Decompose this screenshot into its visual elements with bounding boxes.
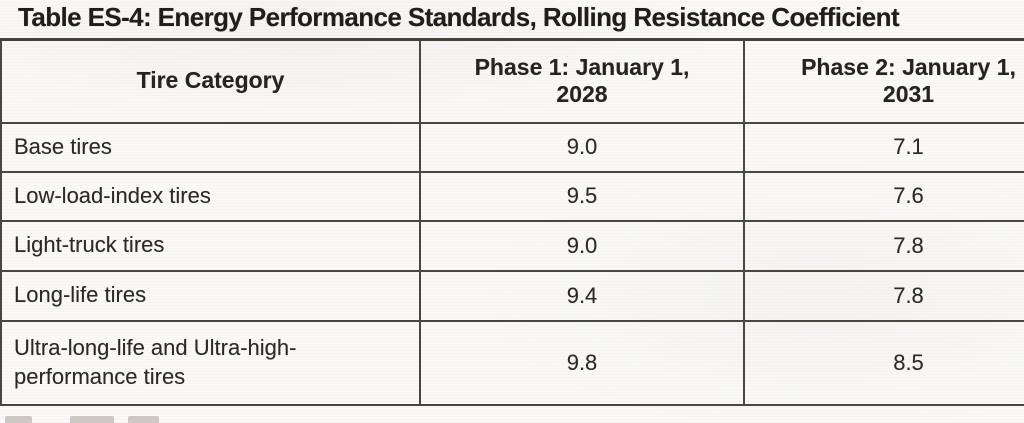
table-row: Base tires 9.0 7.1	[0, 121, 1024, 173]
cell-phase2-value: 7.8	[743, 219, 1024, 272]
header-cell-tire-category: Tire Category	[0, 38, 421, 124]
table-row: Low-load-index tires 9.5 7.6	[0, 170, 1024, 222]
table-row: Ultra-long-life and Ultra-high-performan…	[0, 319, 1024, 406]
cell-category: Light-truck tires	[0, 219, 421, 272]
header-label-line2: 2031	[882, 81, 935, 108]
rolling-resistance-table: Tire Category Phase 1: January 1, 2028 P…	[0, 38, 1024, 406]
cell-phase1-value: 9.5	[419, 170, 745, 222]
cutoff-text-fragment	[128, 416, 159, 423]
header-cell-phase2: Phase 2: January 1, 2031	[743, 38, 1024, 124]
cell-category: Base tires	[0, 121, 421, 173]
header-row: Tire Category Phase 1: January 1, 2028 P…	[0, 38, 1024, 124]
header-label-line1: Phase 1: January 1,	[474, 53, 690, 80]
cell-phase1-value: 9.0	[419, 121, 745, 173]
cell-category: Long-life tires	[0, 269, 421, 322]
cell-phase2-value: 7.1	[743, 121, 1024, 173]
cell-phase2-value: 8.5	[743, 319, 1024, 406]
table-row: Long-life tires 9.4 7.8	[0, 269, 1024, 322]
header-label: Tire Category	[136, 67, 285, 94]
cell-phase1-value: 9.0	[419, 219, 745, 272]
cutoff-text-fragment	[5, 416, 32, 423]
header-label-line1: Phase 2: January 1,	[801, 53, 1016, 80]
header-label-line2: 2028	[556, 81, 608, 108]
cutoff-text-fragment	[70, 416, 114, 423]
table-title: Table ES-4: Energy Performance Standards…	[18, 2, 900, 32]
cell-category: Ultra-long-life and Ultra-high-performan…	[0, 319, 421, 406]
cell-phase2-value: 7.6	[743, 170, 1024, 222]
cell-phase1-value: 9.4	[419, 269, 745, 322]
header-cell-phase1: Phase 1: January 1, 2028	[419, 38, 745, 124]
cell-category: Low-load-index tires	[0, 170, 421, 222]
table-row: Light-truck tires 9.0 7.8	[0, 219, 1024, 272]
cell-phase2-value: 7.8	[743, 269, 1024, 322]
cell-phase1-value: 9.8	[419, 319, 745, 406]
